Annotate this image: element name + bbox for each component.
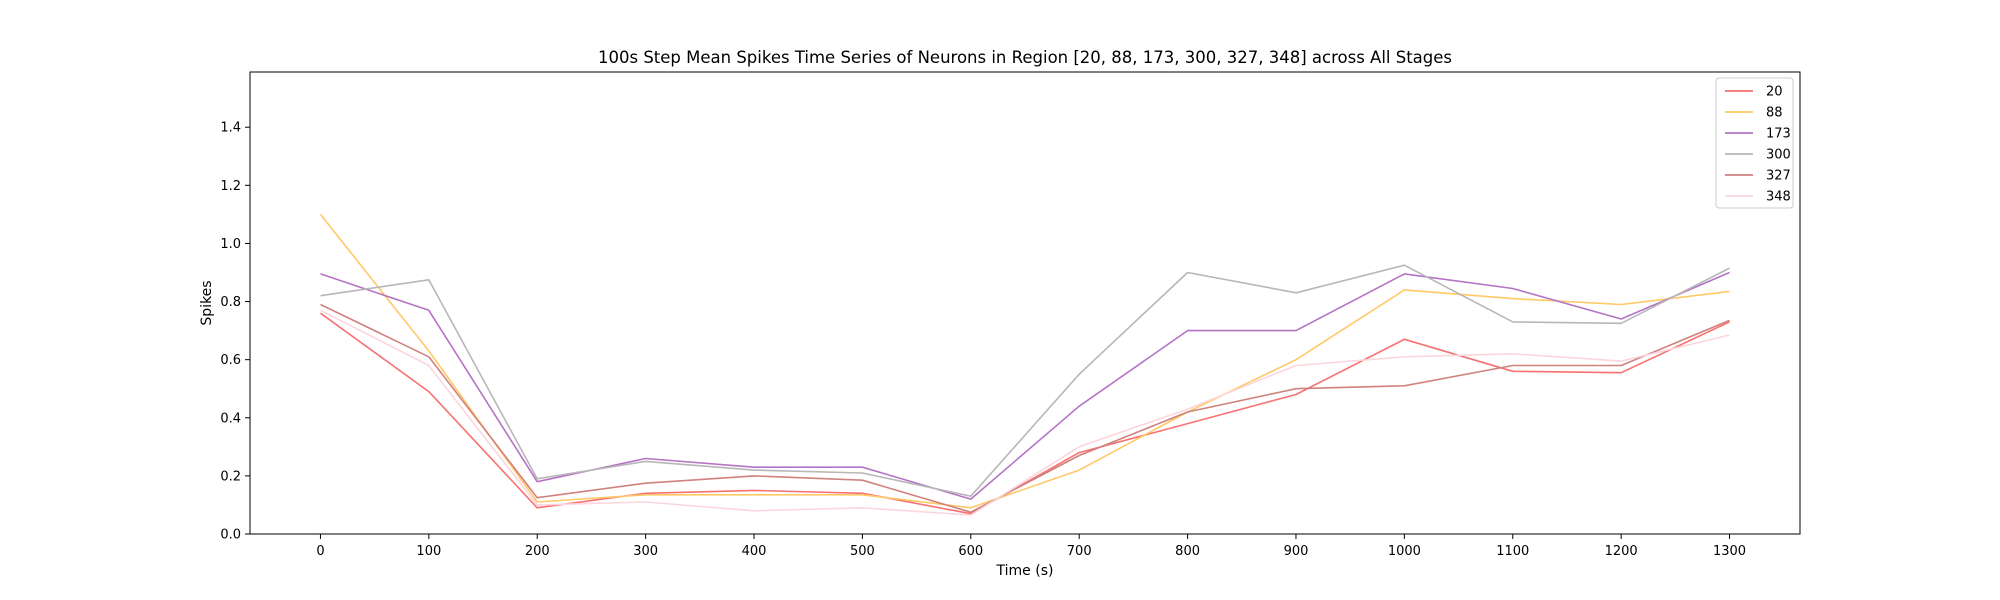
y-tick-label: 1.4 bbox=[220, 121, 241, 136]
y-tick-label: 0.0 bbox=[220, 528, 241, 543]
series-line-300 bbox=[320, 264, 1730, 498]
x-axis: 0 100 200 300 400 500 600 700 800 900 1000 1100 1200… bbox=[316, 534, 1746, 559]
x-tick-label: 900 bbox=[1284, 544, 1309, 559]
x-tick-label: 1300 bbox=[1713, 544, 1746, 559]
x-tick-label: 200 bbox=[525, 544, 550, 559]
y-tick-label: 0.6 bbox=[220, 353, 241, 368]
y-tick-label: 0.8 bbox=[220, 295, 241, 310]
x-tick-label: 700 bbox=[1067, 544, 1092, 559]
legend-label-348: 348 bbox=[1766, 190, 1791, 205]
y-axis-label: Spikes bbox=[199, 280, 215, 325]
plot-frame bbox=[249, 71, 1801, 535]
y-tick-label: 1.0 bbox=[220, 237, 241, 252]
y-tick-label: 0.2 bbox=[220, 469, 241, 484]
series-line-173 bbox=[320, 271, 1730, 500]
x-tick-label: 1200 bbox=[1605, 544, 1638, 559]
x-tick-label: 600 bbox=[958, 544, 983, 559]
x-tick-label: 1100 bbox=[1496, 544, 1529, 559]
series-line-327 bbox=[320, 303, 1730, 514]
series-line-348 bbox=[320, 309, 1730, 516]
series-line-88 bbox=[319, 213, 1730, 509]
x-tick-label: 500 bbox=[850, 544, 875, 559]
x-tick-label: 400 bbox=[742, 544, 767, 559]
legend-label-300: 300 bbox=[1766, 148, 1791, 163]
legend-label-327: 327 bbox=[1766, 169, 1791, 184]
x-tick-label: 1000 bbox=[1388, 544, 1421, 559]
legend-label-20: 20 bbox=[1766, 85, 1783, 100]
x-tick-label: 300 bbox=[633, 544, 658, 559]
x-tick-label: 800 bbox=[1175, 544, 1200, 559]
x-tick-label: 0 bbox=[316, 544, 324, 559]
legend-label-88: 88 bbox=[1766, 106, 1783, 121]
y-tick-label: 1.2 bbox=[220, 179, 241, 194]
plot-lines bbox=[319, 213, 1730, 516]
legend-label-173: 173 bbox=[1766, 127, 1791, 142]
y-axis: 0.0 0.2 0.4 0.6 0.8 1.0 1.2 1.4 bbox=[220, 121, 250, 543]
x-axis-label: Time (s) bbox=[996, 563, 1054, 579]
x-tick-label: 100 bbox=[416, 544, 441, 559]
legend: 20 88 173 300 327 348 bbox=[1715, 77, 1794, 209]
y-tick-label: 0.4 bbox=[220, 411, 241, 426]
chart-title: 100s Step Mean Spikes Time Series of Neu… bbox=[598, 48, 1452, 67]
